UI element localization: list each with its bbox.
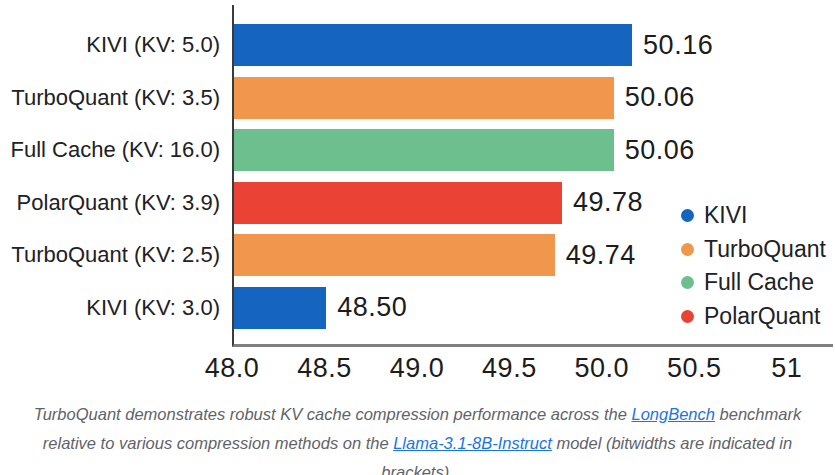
- bar-kivi: [234, 287, 326, 329]
- legend-item: KIVI: [681, 199, 826, 233]
- bar-value-label: 50.06: [625, 135, 695, 166]
- figure-caption: TurboQuant demonstrates robust KV cache …: [15, 400, 821, 475]
- bar-row: 50.06: [234, 72, 833, 125]
- legend-label: KIVI: [704, 202, 747, 229]
- bar-full-cache: [234, 129, 614, 171]
- legend-marker-icon: [681, 243, 694, 256]
- category-label: TurboQuant (KV: 2.5): [0, 229, 220, 282]
- legend-item: PolarQuant: [681, 300, 826, 334]
- x-tick-label: 51: [771, 353, 802, 384]
- bar-value-label: 49.78: [573, 187, 643, 218]
- bar-turboquant: [234, 234, 555, 276]
- bar-polarquant: [234, 182, 562, 224]
- caption-text: TurboQuant demonstrates robust KV cache …: [34, 405, 632, 423]
- category-label: TurboQuant (KV: 3.5): [0, 72, 220, 125]
- legend-label: TurboQuant: [704, 236, 826, 263]
- legend-label: PolarQuant: [704, 303, 820, 330]
- bar-kivi: [234, 24, 632, 66]
- category-label: Full Cache (KV: 16.0): [0, 124, 220, 177]
- bar-chart: KIVI (KV: 5.0)TurboQuant (KV: 3.5)Full C…: [0, 0, 835, 392]
- x-tick-label: 50.5: [667, 353, 722, 384]
- category-label: KIVI (KV: 5.0): [0, 19, 220, 72]
- llama-model-link[interactable]: Llama-3.1-8B-Instruct: [393, 434, 552, 452]
- category-labels: KIVI (KV: 5.0)TurboQuant (KV: 3.5)Full C…: [0, 19, 220, 334]
- legend: KIVI TurboQuant Full Cache PolarQuant: [681, 199, 826, 333]
- legend-marker-icon: [681, 276, 694, 289]
- bar-value-label: 50.16: [643, 30, 713, 61]
- category-label: KIVI (KV: 3.0): [0, 282, 220, 335]
- legend-item: TurboQuant: [681, 233, 826, 267]
- x-axis-ticks: 48.048.549.049.550.050.551: [232, 353, 833, 383]
- bar-value-label: 48.50: [337, 292, 407, 323]
- legend-marker-icon: [681, 209, 694, 222]
- x-tick-label: 48.5: [297, 353, 352, 384]
- category-label: PolarQuant (KV: 3.9): [0, 177, 220, 230]
- x-tick-label: 50.0: [575, 353, 630, 384]
- legend-label: Full Cache: [704, 269, 814, 296]
- x-tick-label: 49.0: [390, 353, 445, 384]
- bar-value-label: 49.74: [566, 240, 636, 271]
- bar-row: 50.16: [234, 19, 833, 72]
- longbench-link[interactable]: LongBench: [631, 405, 715, 423]
- x-tick-label: 48.0: [205, 353, 260, 384]
- x-tick-label: 49.5: [482, 353, 537, 384]
- figure: KIVI (KV: 5.0)TurboQuant (KV: 3.5)Full C…: [0, 0, 835, 475]
- legend-marker-icon: [681, 310, 694, 323]
- bar-turboquant: [234, 77, 614, 119]
- bar-row: 50.06: [234, 124, 833, 177]
- bar-value-label: 50.06: [625, 82, 695, 113]
- legend-item: Full Cache: [681, 266, 826, 300]
